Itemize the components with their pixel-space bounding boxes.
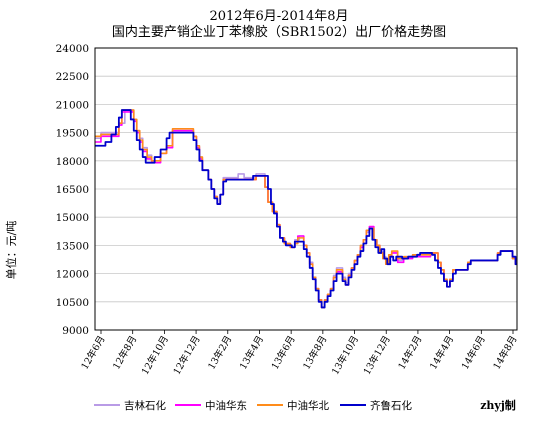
legend-label-1: 吉林石化 bbox=[124, 399, 166, 412]
legend-label-4: 齐鲁石化 bbox=[370, 399, 412, 412]
x-tick-label: 12年12月 bbox=[171, 334, 203, 377]
x-tick-label: 13年12月 bbox=[361, 334, 393, 377]
x-tick-label: 14年6月 bbox=[459, 334, 488, 372]
chart-credit: zhyj制 bbox=[480, 398, 516, 412]
chart-subtitle: 国内主要产销企业丁苯橡胶（SBR1502）出厂价格走势图 bbox=[112, 24, 446, 40]
y-tick-label: 10500 bbox=[56, 297, 89, 309]
x-tick-label: 14年2月 bbox=[396, 334, 425, 372]
y-tick-label: 15000 bbox=[56, 212, 89, 224]
x-tick-label: 13年8月 bbox=[300, 334, 329, 372]
y-tick-label: 24000 bbox=[56, 43, 89, 55]
legend-label-3: 中油华北 bbox=[287, 399, 329, 412]
x-tick-label: 14年4月 bbox=[427, 334, 456, 372]
chart-title: 2012年6月-2014年8月 bbox=[209, 9, 348, 24]
y-axis-ticks: 9000 10500 12000 13500 15000 16500 18000 19500 2… bbox=[56, 43, 89, 337]
y-tick-label: 19500 bbox=[56, 128, 89, 140]
legend: 吉林石化 中油华东 中油华北 齐鲁石化 bbox=[94, 399, 412, 412]
x-tick-label: 13年4月 bbox=[237, 334, 266, 372]
y-tick-label: 18000 bbox=[56, 156, 89, 168]
x-tick-label: 13年10月 bbox=[329, 334, 361, 377]
plot-frame bbox=[94, 47, 518, 331]
x-axis-ticks: 12年6月 12年8月 12年10月 12年12月 13年2月 13年4月 13年6月 13年… bbox=[79, 330, 520, 377]
y-tick-label: 22500 bbox=[56, 71, 89, 83]
x-tick-label: 12年8月 bbox=[110, 334, 139, 372]
y-tick-label: 21000 bbox=[56, 99, 89, 111]
series-lines bbox=[95, 109, 517, 309]
gridlines bbox=[95, 47, 517, 331]
y-tick-label: 9000 bbox=[62, 325, 89, 337]
y-tick-label: 12000 bbox=[56, 269, 89, 281]
x-tick-label: 13年6月 bbox=[269, 334, 298, 372]
x-tick-label: 13年2月 bbox=[205, 334, 234, 372]
y-tick-label: 13500 bbox=[56, 240, 89, 252]
series-line-4 bbox=[95, 109, 517, 309]
x-tick-label: 14年8月 bbox=[491, 334, 520, 372]
x-tick-label: 12年6月 bbox=[79, 334, 108, 372]
y-axis-label: 单位：元/吨 bbox=[4, 221, 18, 280]
legend-label-2: 中油华东 bbox=[205, 399, 247, 412]
y-tick-label: 16500 bbox=[56, 184, 89, 196]
x-tick-label: 12年10月 bbox=[139, 334, 171, 377]
